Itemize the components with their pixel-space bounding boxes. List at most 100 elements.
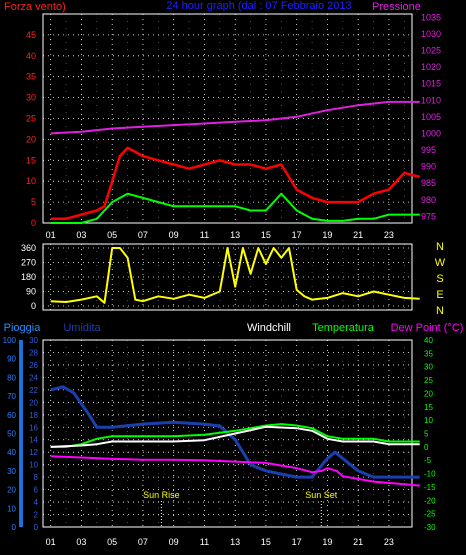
- pressure-y-tick-label: 1010: [421, 95, 441, 105]
- pressure-y-tick-label: 1030: [421, 29, 441, 39]
- legend-label: Temperatura: [312, 322, 375, 334]
- sun-marker-label: Sun Rise: [143, 490, 180, 500]
- temp-panel-x-tick-label: 01: [46, 537, 56, 547]
- wind-panel-x-tick-label: 03: [76, 230, 86, 240]
- pressure-y-tick-label: 1000: [421, 128, 441, 138]
- humidity-y-tick-label: 16: [29, 423, 38, 432]
- temp-y-tick-label: -20: [424, 496, 436, 505]
- humidity-y-tick-label: 18: [29, 411, 38, 420]
- humidity-y-tick-label: 10: [29, 461, 38, 470]
- direction-y-tick-label: 0: [31, 301, 36, 311]
- pressure-y-tick-label: 975: [421, 211, 436, 221]
- humidity-line: [50, 385, 420, 479]
- pressure-line: [50, 100, 420, 135]
- wind-panel-x-tick-label: 13: [230, 230, 240, 240]
- wind_gust-line: [50, 146, 421, 221]
- humidity-y-tick-label: 28: [29, 348, 38, 357]
- humidity-y-tick-label: 2: [34, 511, 39, 520]
- rain-y-tick-label: 0: [12, 523, 17, 532]
- temp-y-tick-label: -15: [424, 483, 436, 492]
- pressure-y-tick-label: 985: [421, 178, 436, 188]
- wind-axis-label: Forza vento): [4, 1, 66, 13]
- humidity-y-tick-label: 4: [34, 498, 39, 507]
- temp-panel-x-tick-label: 21: [353, 537, 363, 547]
- temp-y-tick-label: 15: [424, 403, 433, 412]
- pressure-y-tick-label: 980: [421, 195, 436, 205]
- wind-y-tick-label: 25: [26, 114, 36, 124]
- temp-panel-frame: [42, 339, 413, 528]
- direction-y-tick-label: 90: [26, 287, 36, 297]
- pressure-y-tick-label: 1035: [421, 12, 441, 22]
- temp-panel-x-tick-label: 05: [107, 537, 117, 547]
- temp-panel-x-tick-label: 09: [169, 537, 179, 547]
- direction-y-tick-label: 180: [21, 272, 36, 282]
- legend-label: Windchill: [247, 322, 291, 334]
- rain-y-tick-label: 70: [7, 392, 16, 401]
- temp-y-tick-label: 30: [424, 363, 433, 372]
- temp-panel-x-tick-label: 23: [384, 537, 394, 547]
- humidity-y-tick-label: 26: [29, 361, 38, 370]
- temp-panel-x-tick-label: 03: [76, 537, 86, 547]
- direction-y-tick-label: 270: [21, 258, 36, 268]
- temp-y-tick-label: 40: [424, 336, 433, 345]
- wind-panel-x-tick-label: 15: [261, 230, 271, 240]
- compass-label: W: [435, 257, 446, 269]
- humidity-y-tick-label: 22: [29, 386, 38, 395]
- legend-label: Pioggia: [4, 322, 42, 334]
- sun-marker-label: Sun Set: [305, 490, 338, 500]
- rain-y-tick-label: 100: [3, 336, 17, 345]
- compass-label: S: [436, 273, 443, 285]
- legend-label: Umidita: [63, 322, 101, 334]
- rain-y-tick-label: 50: [7, 430, 16, 439]
- pressure-y-tick-label: 990: [421, 162, 436, 172]
- temp-y-tick-label: 5: [424, 430, 429, 439]
- compass-label: N: [436, 241, 444, 253]
- humidity-y-tick-label: 30: [29, 336, 38, 345]
- wind-panel-x-tick-label: 23: [384, 230, 394, 240]
- wind-panel-x-tick-label: 21: [353, 230, 363, 240]
- rain-scale-bar: [19, 340, 23, 527]
- rain-y-tick-label: 30: [7, 467, 16, 476]
- wind-panel-x-tick-label: 09: [169, 230, 179, 240]
- compass-label: N: [436, 305, 444, 317]
- temp-y-tick-label: 25: [424, 376, 433, 385]
- humidity-y-tick-label: 6: [34, 486, 39, 495]
- wind-panel-x-tick-label: 07: [138, 230, 148, 240]
- wind-y-tick-label: 20: [26, 134, 36, 144]
- compass-label: E: [436, 289, 443, 301]
- wind-y-tick-label: 45: [26, 30, 36, 40]
- temp-y-tick-label: -5: [424, 456, 432, 465]
- wind-y-tick-label: 30: [26, 93, 36, 103]
- humidity-y-tick-label: 0: [34, 523, 39, 532]
- temp-y-tick-label: 35: [424, 349, 433, 358]
- wind-y-tick-label: 15: [26, 155, 36, 165]
- humidity-y-tick-label: 20: [29, 398, 38, 407]
- temperature-line: [50, 423, 420, 448]
- humidity-y-tick-label: 24: [29, 373, 38, 382]
- temp-panel-x-tick-label: 17: [292, 537, 302, 547]
- wind-y-tick-label: 10: [26, 176, 36, 186]
- legend-label: Dew Point (°C): [391, 322, 464, 334]
- pressure-y-tick-label: 1015: [421, 79, 441, 89]
- temp-y-tick-label: 20: [424, 389, 433, 398]
- dew_point-line: [50, 455, 420, 487]
- pressure-y-tick-label: 1020: [421, 62, 441, 72]
- temp-panel-x-tick-label: 19: [322, 537, 332, 547]
- temp-y-tick-label: -10: [424, 470, 436, 479]
- graph-title: 24 hour graph (dal : 07 Febbraio 2013: [166, 0, 351, 12]
- wind-panel-x-tick-label: 01: [46, 230, 56, 240]
- wind-y-tick-label: 0: [31, 218, 36, 228]
- pressure-y-tick-label: 995: [421, 145, 436, 155]
- wind-panel-x-tick-label: 19: [322, 230, 332, 240]
- wind_direction-line: [50, 247, 420, 304]
- rain-y-tick-label: 20: [7, 486, 16, 495]
- rain-y-tick-label: 60: [7, 411, 16, 420]
- temp-panel-x-tick-label: 15: [261, 537, 271, 547]
- pressure-y-tick-label: 1025: [421, 45, 441, 55]
- rain-y-tick-label: 80: [7, 373, 16, 382]
- humidity-y-tick-label: 12: [29, 448, 38, 457]
- temp-panel-x-tick-label: 13: [230, 537, 240, 547]
- wind-y-tick-label: 40: [26, 51, 36, 61]
- wind_avg-line: [50, 192, 420, 224]
